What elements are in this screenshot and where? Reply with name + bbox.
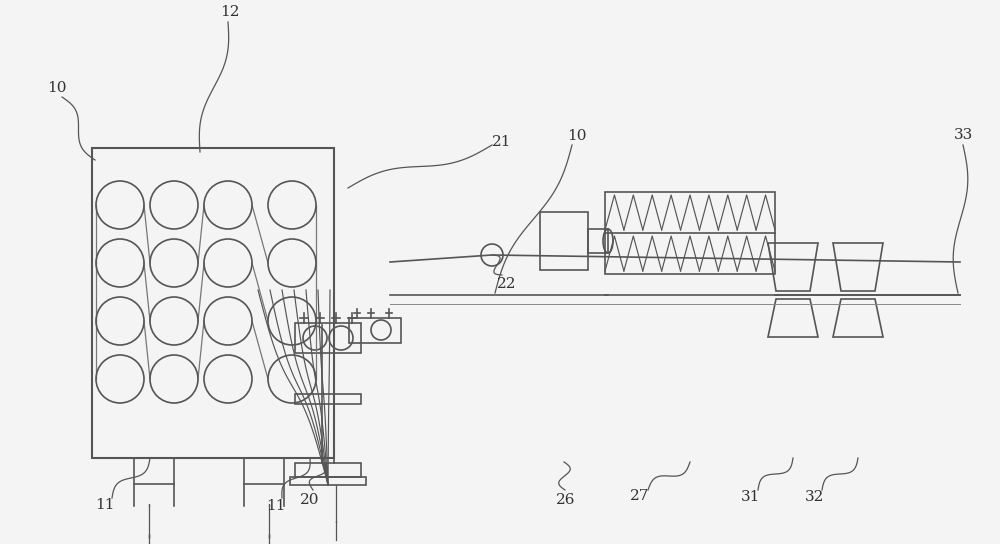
Text: 11: 11 — [95, 498, 115, 512]
Bar — [295, 463, 361, 477]
Text: 26: 26 — [556, 493, 575, 507]
Text: 20: 20 — [300, 492, 320, 506]
Text: 27: 27 — [630, 489, 649, 503]
Bar — [295, 323, 361, 353]
Text: 22: 22 — [497, 277, 516, 291]
Bar — [540, 212, 588, 270]
Bar — [349, 318, 401, 343]
Text: 33: 33 — [954, 128, 973, 142]
Bar — [588, 229, 608, 253]
Text: 31: 31 — [741, 490, 760, 504]
Text: 32: 32 — [805, 490, 824, 504]
Bar — [295, 394, 361, 404]
Bar — [92, 148, 334, 458]
Bar — [605, 192, 775, 274]
Text: 11: 11 — [267, 499, 286, 513]
Text: 10: 10 — [567, 129, 586, 143]
Text: 21: 21 — [492, 135, 511, 149]
Bar — [290, 477, 366, 485]
Text: 10: 10 — [48, 81, 67, 95]
Text: 12: 12 — [220, 5, 240, 19]
